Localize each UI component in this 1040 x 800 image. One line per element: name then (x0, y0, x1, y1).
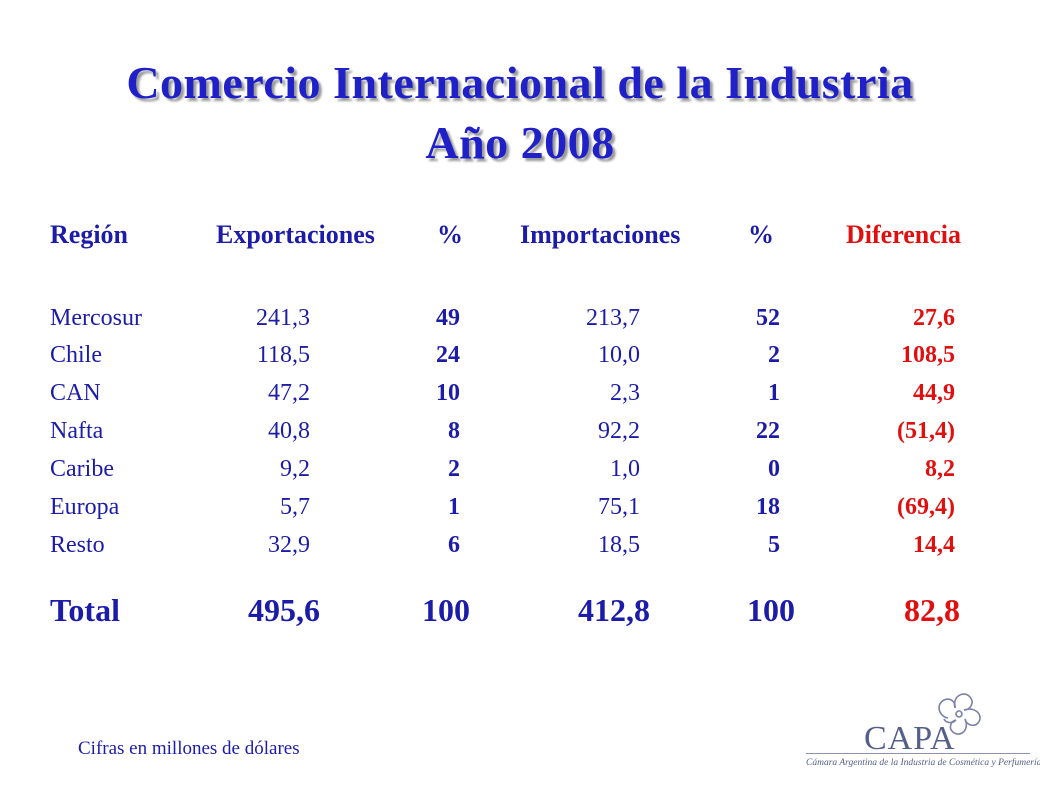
total-exports: 495,6 (248, 592, 320, 628)
exports-cell: 5,7 (280, 494, 310, 520)
header-imports: Importaciones (520, 220, 681, 249)
total-imports: 412,8 (578, 592, 650, 628)
table-total-row: Total 495,6 100 412,8 100 82,8 (0, 592, 1040, 632)
difference-cell: 27,6 (913, 305, 955, 331)
logo-subtitle: Cámara Argentina de la Industria de Cosm… (806, 758, 1040, 768)
header-exports: Exportaciones (216, 220, 375, 249)
region-cell: Nafta (50, 418, 104, 444)
exports-cell: 118,5 (256, 342, 310, 368)
region-cell: Caribe (50, 456, 114, 482)
logo-text: CAPA (864, 720, 956, 757)
pct-imports-cell: 0 (768, 456, 780, 482)
total-label: Total (50, 592, 120, 628)
total-pct-exports: 100 (422, 592, 470, 628)
imports-cell: 18,5 (598, 532, 640, 558)
header-pct-imports: % (748, 220, 774, 249)
pct-imports-cell: 22 (756, 418, 780, 444)
pct-exports-cell: 6 (448, 532, 460, 558)
exports-cell: 9,2 (280, 456, 310, 482)
difference-cell: 108,5 (901, 342, 955, 368)
difference-cell: (69,4) (897, 494, 955, 520)
table-row: Chile 118,5 24 10,0 2 108,5 (0, 342, 1040, 382)
region-cell: Chile (50, 342, 102, 368)
region-cell: CAN (50, 380, 101, 406)
pct-exports-cell: 49 (436, 305, 460, 331)
region-cell: Mercosur (50, 305, 142, 331)
table-row: Resto 32,9 6 18,5 5 14,4 (0, 532, 1040, 572)
table-row: Mercosur 241,3 49 213,7 52 27,6 (0, 305, 1040, 345)
pct-imports-cell: 18 (756, 494, 780, 520)
total-pct-imports: 100 (747, 592, 795, 628)
total-difference: 82,8 (904, 592, 960, 628)
pct-exports-cell: 1 (448, 494, 460, 520)
footnote: Cifras en millones de dólares (78, 738, 300, 759)
exports-cell: 40,8 (268, 418, 310, 444)
region-cell: Europa (50, 494, 120, 520)
pct-imports-cell: 1 (768, 380, 780, 406)
pct-exports-cell: 24 (436, 342, 460, 368)
imports-cell: 10,0 (598, 342, 640, 368)
exports-cell: 241,3 (256, 305, 310, 331)
pct-imports-cell: 5 (768, 532, 780, 558)
logo-divider (806, 753, 1030, 754)
pct-exports-cell: 8 (448, 418, 460, 444)
imports-cell: 2,3 (610, 380, 640, 406)
page-title: Comercio Internacional de la Industria (126, 57, 914, 108)
pct-imports-cell: 52 (756, 305, 780, 331)
region-cell: Resto (50, 532, 105, 558)
header-pct-exports: % (437, 220, 463, 249)
imports-cell: 92,2 (598, 418, 640, 444)
difference-cell: 14,4 (913, 532, 955, 558)
header-difference: Diferencia (846, 220, 962, 249)
imports-cell: 75,1 (598, 494, 640, 520)
page-subtitle-year: Año 2008 (425, 117, 615, 168)
pct-exports-cell: 10 (436, 380, 460, 406)
difference-cell: 8,2 (925, 456, 955, 482)
imports-cell: 213,7 (586, 305, 640, 331)
capa-logo: CAPA Cámara Argentina de la Industria de… (800, 688, 1040, 788)
table-row: Caribe 9,2 2 1,0 0 8,2 (0, 456, 1040, 496)
flower-logo-icon (938, 693, 981, 735)
exports-cell: 32,9 (268, 532, 310, 558)
table-row: Nafta 40,8 8 92,2 22 (51,4) (0, 418, 1040, 458)
pct-imports-cell: 2 (768, 342, 780, 368)
header-region: Región (50, 220, 128, 249)
difference-cell: 44,9 (913, 380, 955, 406)
difference-cell: (51,4) (897, 418, 955, 444)
exports-cell: 47,2 (268, 380, 310, 406)
imports-cell: 1,0 (610, 456, 640, 482)
table-row: CAN 47,2 10 2,3 1 44,9 (0, 380, 1040, 420)
table-row: Europa 5,7 1 75,1 18 (69,4) (0, 494, 1040, 534)
pct-exports-cell: 2 (448, 456, 460, 482)
